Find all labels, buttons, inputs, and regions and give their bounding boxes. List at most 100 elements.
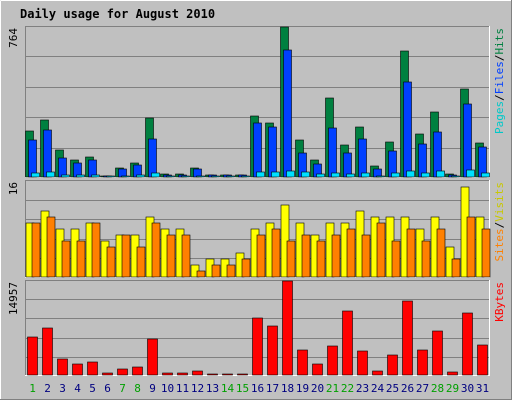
legend-separator: /: [493, 94, 506, 101]
day-label-11: 11: [176, 382, 189, 395]
bar-pages-day-2: [46, 171, 55, 178]
bar-files-day-21: [328, 127, 337, 178]
day-label-22: 22: [341, 382, 354, 395]
bar-kbytes-day-10: [162, 372, 173, 376]
bar-kbytes-day-1: [27, 336, 38, 376]
bar-pages-day-3: [61, 174, 70, 178]
day-label-20: 20: [311, 382, 324, 395]
bar-files-day-3: [58, 157, 67, 178]
bar-pages-day-30: [466, 169, 475, 178]
bar-files-day-26: [403, 81, 412, 178]
legend-1: Pages/Files/Hits: [493, 28, 506, 134]
day-label-31: 31: [476, 382, 489, 395]
bar-kbytes-day-6: [102, 372, 113, 376]
bar-sites-day-6: [106, 246, 116, 278]
bar-sites-day-16: [256, 234, 266, 278]
bar-pages-day-17: [271, 171, 280, 178]
bar-pages-day-7: [121, 175, 130, 178]
bar-kbytes-day-15: [237, 373, 248, 376]
bar-kbytes-day-9: [147, 338, 158, 376]
bar-sites-day-30: [466, 216, 476, 278]
bar-pages-day-24: [376, 175, 385, 178]
bar-sites-day-17: [271, 228, 281, 278]
bar-sites-day-2: [46, 216, 56, 278]
bar-sites-day-21: [331, 234, 341, 278]
legend-item-visits: Visits: [493, 182, 506, 222]
bar-files-day-23: [358, 138, 367, 178]
bar-sites-day-11: [181, 234, 191, 278]
day-label-13: 13: [206, 382, 219, 395]
bar-sites-day-7: [121, 234, 131, 278]
day-label-12: 12: [191, 382, 204, 395]
bar-files-day-30: [463, 103, 472, 178]
bar-files-day-1: [28, 139, 37, 178]
bar-kbytes-day-30: [462, 312, 473, 376]
day-label-6: 6: [104, 382, 111, 395]
day-label-26: 26: [401, 382, 414, 395]
day-label-23: 23: [356, 382, 369, 395]
bar-kbytes-day-7: [117, 368, 128, 376]
bar-pages-day-31: [481, 172, 490, 178]
bar-kbytes-day-22: [342, 310, 353, 376]
bar-kbytes-day-21: [327, 345, 338, 376]
bar-pages-day-28: [436, 170, 445, 178]
bar-sites-day-9: [151, 222, 161, 278]
bar-pages-day-5: [91, 174, 100, 178]
bar-kbytes-day-14: [222, 373, 233, 376]
bar-sites-day-18: [286, 240, 296, 278]
bar-pages-day-13: [211, 175, 220, 178]
bar-sites-day-31: [481, 228, 491, 278]
bar-kbytes-day-13: [207, 373, 218, 376]
bar-files-day-16: [253, 122, 262, 178]
day-label-10: 10: [161, 382, 174, 395]
bar-sites-day-1: [31, 222, 41, 278]
bar-pages-day-21: [331, 172, 340, 178]
legend-item-kbytes: KBytes: [493, 282, 506, 322]
bar-pages-day-8: [136, 174, 145, 178]
bar-kbytes-day-29: [447, 371, 458, 376]
bar-sites-day-19: [301, 234, 311, 278]
day-label-28: 28: [431, 382, 444, 395]
day-label-24: 24: [371, 382, 385, 395]
bar-files-day-9: [148, 138, 157, 178]
bar-sites-day-22: [346, 228, 356, 278]
day-label-7: 7: [119, 382, 126, 395]
bar-sites-day-13: [211, 264, 221, 278]
bar-kbytes-day-16: [252, 317, 263, 376]
bar-pages-day-19: [301, 171, 310, 178]
day-label-9: 9: [149, 382, 156, 395]
bar-pages-day-6: [106, 175, 115, 178]
day-label-15: 15: [236, 382, 249, 395]
bar-kbytes-day-19: [297, 349, 308, 376]
legend-2: Sites/Visits: [493, 182, 506, 262]
bar-files-day-2: [43, 129, 52, 178]
bar-sites-day-8: [136, 246, 146, 278]
bar-kbytes-day-23: [357, 350, 368, 376]
bar-pages-day-29: [451, 175, 460, 178]
bar-files-day-31: [478, 146, 487, 178]
bar-kbytes-day-20: [312, 363, 323, 376]
chart-panel-3: 14957 KBytes: [7, 280, 506, 376]
bar-sites-day-23: [361, 234, 371, 278]
bar-sites-day-20: [316, 240, 326, 278]
day-label-27: 27: [416, 382, 429, 395]
bar-kbytes-day-26: [402, 300, 413, 376]
bar-sites-day-3: [61, 240, 71, 278]
x-axis-day-labels: 1 2 3 4 5 6 7 8 9 10 11 12 13 14 15 16 17 18 19 20 21 22 23 24 2…: [29, 382, 489, 395]
day-label-16: 16: [251, 382, 264, 395]
bar-pages-day-12: [196, 175, 205, 178]
chart-title: Daily usage for August 2010: [20, 7, 215, 21]
bar-sites-day-24: [376, 222, 386, 278]
bar-sites-day-26: [406, 228, 416, 278]
bar-files-day-5: [88, 159, 97, 178]
bar-pages-day-26: [406, 170, 415, 178]
bar-kbytes-day-4: [72, 363, 83, 376]
day-label-30: 30: [461, 382, 474, 395]
day-label-14: 14: [221, 382, 235, 395]
bar-sites-day-4: [76, 240, 86, 278]
day-label-8: 8: [134, 382, 141, 395]
bar-kbytes-day-2: [42, 327, 53, 376]
bar-pages-day-22: [346, 173, 355, 178]
